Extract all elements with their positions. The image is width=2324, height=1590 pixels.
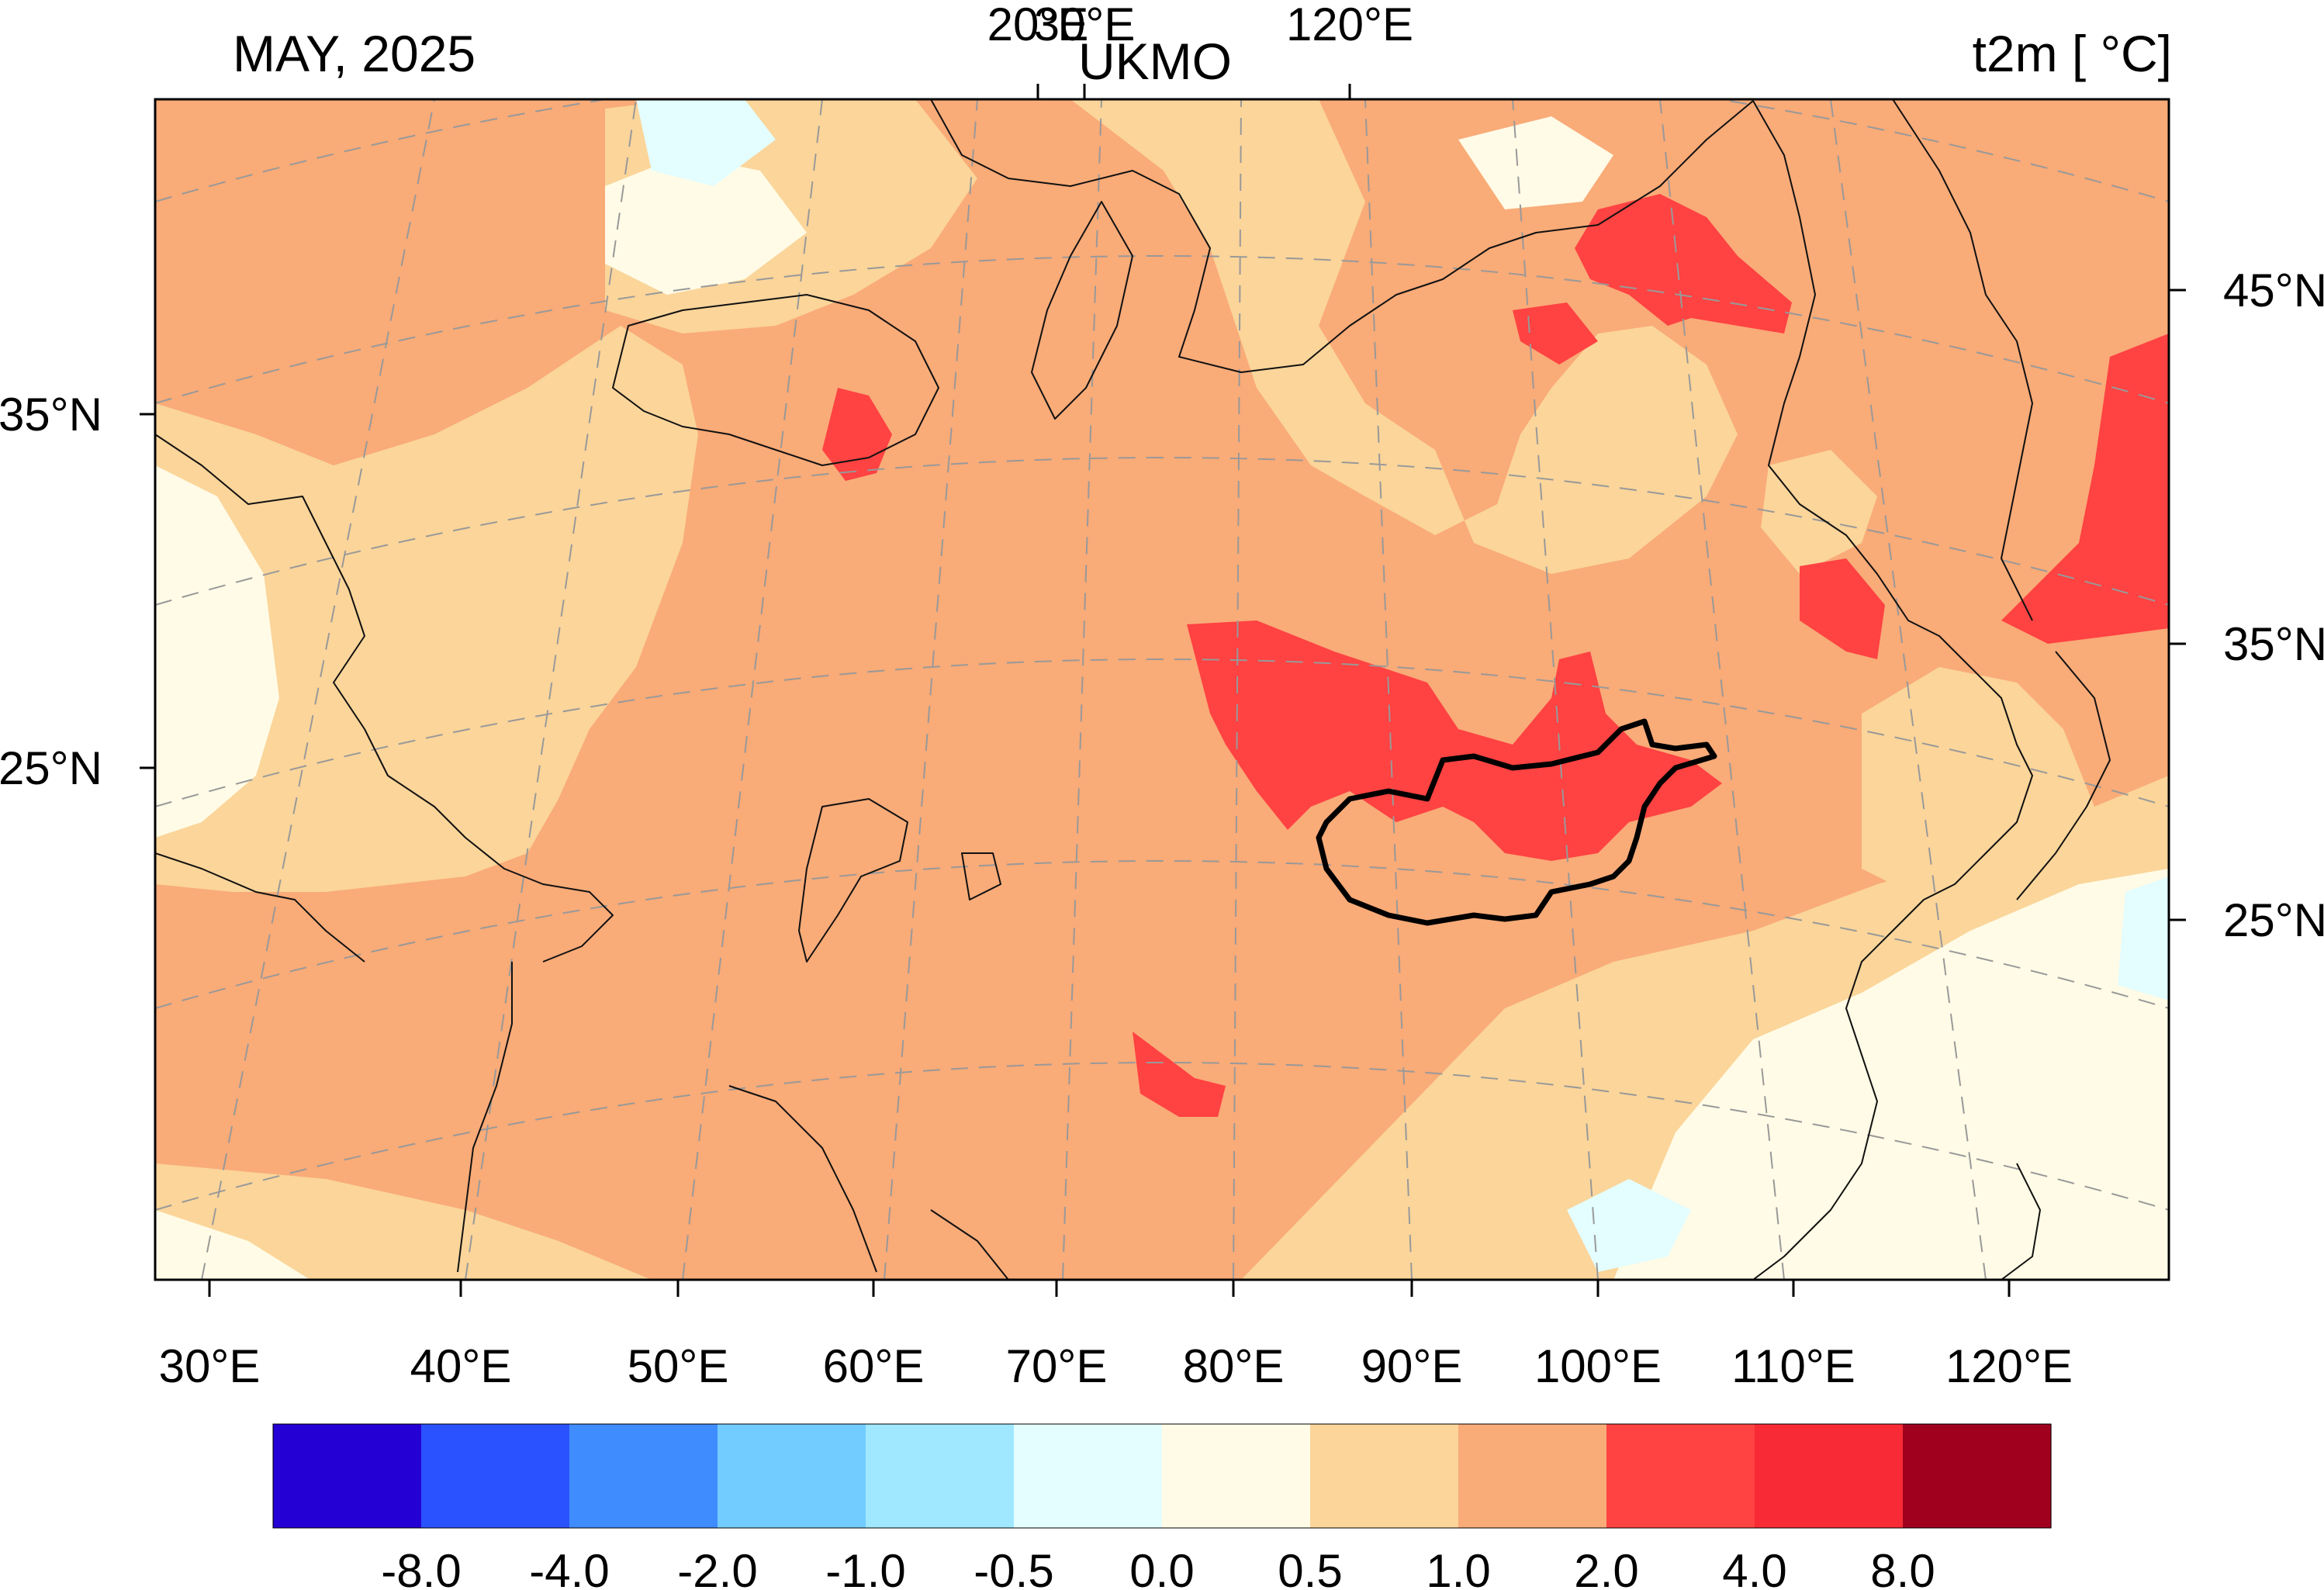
bottom-tick-label: 50°E: [628, 1340, 729, 1392]
map-title-variable: t2m [ °C]: [1973, 25, 2172, 82]
colorbar-bin: [1903, 1424, 2052, 1528]
bottom-tick-label: 30°E: [159, 1340, 261, 1392]
bottom-axis: 30°E 40°E 50°E 60°E 70°E 80°E 90°E 100°E…: [159, 1280, 2073, 1392]
colorbar-label: 8.0: [1870, 1545, 1935, 1590]
right-axis: 45°N 35°N 25°N: [2169, 264, 2324, 946]
map-frame: [154, 98, 2170, 1281]
colorbar-bins: [273, 1424, 2052, 1528]
anomaly-field-cyan: [636, 99, 2169, 1272]
anomaly-field-red: [822, 194, 2169, 1117]
anomaly-field-cream: [155, 116, 2169, 1280]
colorbar-bin: [1162, 1424, 1311, 1528]
colorbar-bin: [866, 1424, 1015, 1528]
colorbar-label: -1.0: [825, 1545, 905, 1590]
colorbar-bin: [569, 1424, 718, 1528]
coastlines: [155, 99, 2111, 1280]
colorbar-bin: [1755, 1424, 1904, 1528]
bottom-tick-label: 70°E: [1006, 1340, 1108, 1392]
top-tick-label: 120°E: [1286, 0, 1413, 50]
colorbar-label: -8.0: [381, 1545, 461, 1590]
bottom-tick-label: 100°E: [1534, 1340, 1662, 1392]
map-title-date: MAY, 2025: [233, 25, 476, 82]
right-tick-label: 45°N: [2223, 264, 2324, 316]
colorbar: -8.0 -4.0 -2.0 -1.0 -0.5 0.0 0.5 1.0 2.0 4.0 8.0: [272, 1423, 2052, 1590]
colorbar-label: -2.0: [677, 1545, 757, 1590]
bottom-tick-label: 80°E: [1183, 1340, 1285, 1392]
colorbar-label: 0.0: [1129, 1545, 1194, 1590]
bottom-tick-label: 120°E: [1945, 1340, 2073, 1392]
colorbar-label: 1.0: [1426, 1545, 1490, 1590]
colorbar-label: -0.5: [974, 1545, 1053, 1590]
anomaly-field-pale-orange: [155, 99, 2169, 1280]
colorbar-bin: [1458, 1424, 1607, 1528]
bottom-tick-label: 40°E: [410, 1340, 512, 1392]
map-title-model: UKMO: [1078, 33, 1232, 90]
colorbar-label: 4.0: [1722, 1545, 1786, 1590]
top-axis: 20°E 30°E 120°E: [987, 0, 1413, 99]
right-tick-label: 35°N: [2223, 618, 2324, 670]
bottom-tick-label: 110°E: [1731, 1340, 1855, 1392]
map-panel: [155, 99, 2169, 1280]
left-axis: 35°N 25°N: [0, 389, 155, 794]
graticule: [155, 99, 2169, 1280]
colorbar-bin: [421, 1424, 570, 1528]
left-tick-label: 35°N: [0, 389, 102, 441]
right-tick-label: 25°N: [2223, 894, 2324, 946]
colorbar-bin: [1310, 1424, 1459, 1528]
mongolia-outline: [1316, 718, 1717, 926]
top-tick-label: 30°E: [1034, 0, 1136, 50]
left-tick-label: 25°N: [0, 742, 102, 794]
colorbar-bin: [718, 1424, 866, 1528]
colorbar-bin: [1606, 1424, 1755, 1528]
colorbar-bin: [1014, 1424, 1163, 1528]
colorbar-frame: [272, 1423, 2052, 1529]
bottom-tick-label: 90°E: [1361, 1340, 1463, 1392]
colorbar-bin: [273, 1424, 422, 1528]
colorbar-label: 0.5: [1278, 1545, 1342, 1590]
colorbar-labels: -8.0 -4.0 -2.0 -1.0 -0.5 0.0 0.5 1.0 2.0 4.0 8.0: [381, 1545, 1935, 1590]
colorbar-label: 2.0: [1574, 1545, 1638, 1590]
bottom-tick-label: 60°E: [823, 1340, 925, 1392]
top-tick-label: 20°E: [987, 0, 1089, 50]
colorbar-label: -4.0: [529, 1545, 609, 1590]
